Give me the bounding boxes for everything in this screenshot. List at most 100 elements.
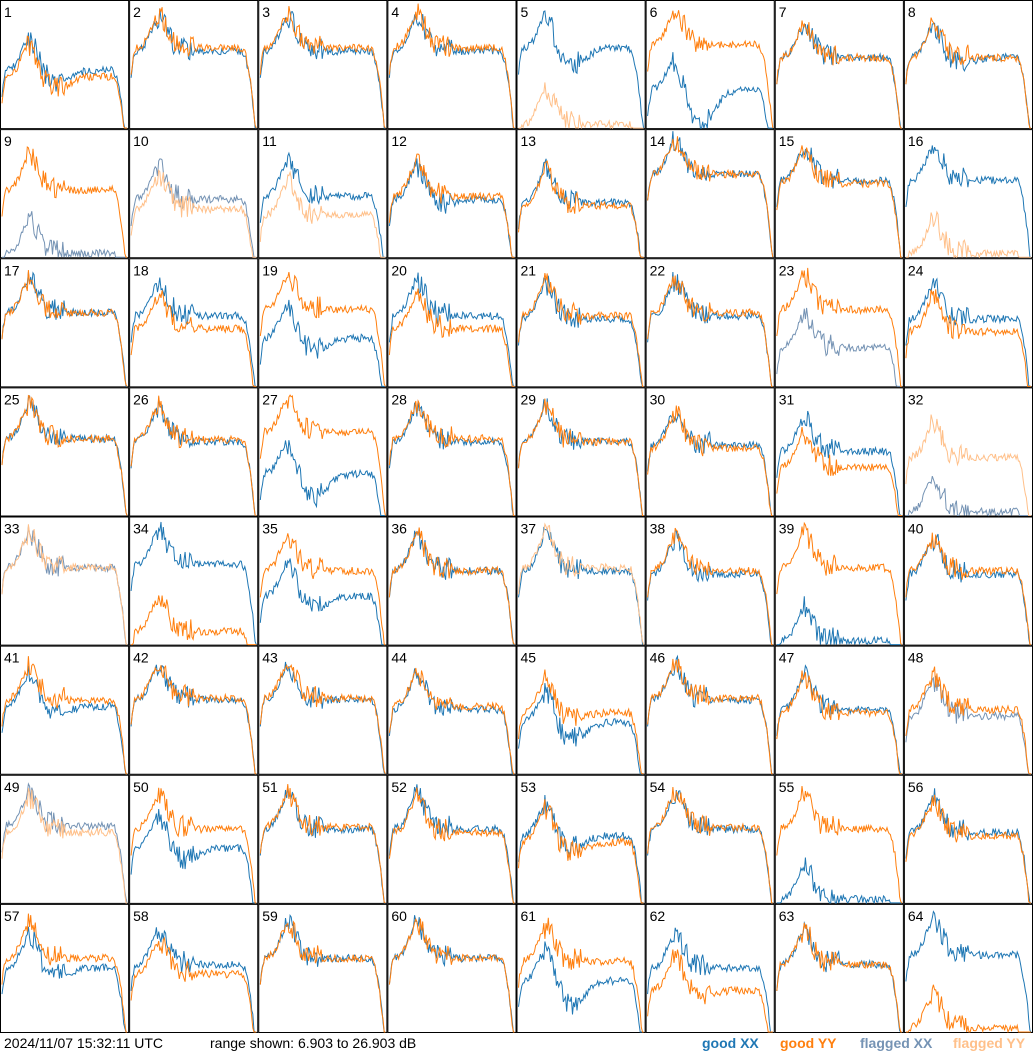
panel-frame	[387, 0, 517, 130]
series-yy-46	[647, 658, 773, 775]
panel-43: 43	[258, 645, 388, 775]
panel-frame	[258, 903, 388, 1033]
panel-label: 57	[4, 908, 20, 924]
series-yy-1	[1, 35, 128, 129]
series-yy-35	[259, 533, 386, 646]
panel-49: 49	[0, 774, 130, 904]
series-yy-23	[776, 267, 902, 387]
series-yy-51	[259, 784, 386, 904]
series-yy-60	[388, 917, 515, 1033]
footer: 2024/11/07 15:32:11 UTC range shown: 6.9…	[0, 1033, 1033, 1053]
panel-label: 24	[908, 262, 924, 278]
panel-frame	[129, 516, 259, 646]
panel-frame	[516, 129, 646, 259]
panel-label: 14	[650, 133, 666, 149]
panel-frame	[0, 129, 130, 259]
panel-label: 42	[133, 650, 149, 666]
series-yy-4	[388, 3, 515, 129]
series-yy-13	[518, 160, 644, 258]
panel-frame	[645, 258, 775, 388]
panel-frame	[258, 258, 388, 388]
panel-frame	[129, 645, 259, 775]
panel-40: 40	[903, 516, 1033, 646]
panel-label: 41	[4, 650, 20, 666]
panel-frame	[774, 903, 904, 1033]
series-xx-58	[130, 927, 257, 1033]
series-xx-5	[518, 10, 645, 129]
panel-19: 19	[258, 258, 388, 388]
series-yy-9	[1, 146, 128, 258]
panel-51: 51	[258, 774, 388, 904]
panel-frame	[645, 774, 775, 904]
panel-10: 10	[129, 129, 259, 259]
panel-frame	[129, 387, 259, 517]
panel-label: 23	[779, 262, 795, 278]
panel-label: 53	[521, 779, 537, 795]
series-xx-48	[905, 675, 1031, 775]
panel-29: 29	[516, 387, 646, 517]
series-xx-9	[2, 211, 128, 258]
panel-55: 55	[774, 774, 904, 905]
panel-9: 9	[0, 129, 130, 259]
panel-frame	[0, 645, 130, 775]
panel-61: 61	[516, 903, 646, 1033]
panel-frame	[258, 0, 388, 130]
panel-36: 36	[387, 516, 517, 646]
series-xx-31	[776, 410, 902, 516]
series-yy-39	[776, 521, 903, 645]
panel-50: 50	[129, 774, 259, 904]
panel-39: 39	[774, 516, 904, 646]
panel-53: 53	[516, 774, 646, 904]
series-yy-45	[518, 669, 644, 775]
panel-60: 60	[387, 903, 517, 1033]
panel-label: 36	[391, 521, 407, 537]
panel-label: 13	[521, 133, 537, 149]
series-xx-22	[647, 271, 773, 387]
series-xx-55	[776, 857, 902, 905]
panel-frame	[516, 903, 646, 1033]
panel-35: 35	[258, 516, 388, 646]
series-yy-6	[647, 10, 774, 129]
panel-21: 21	[516, 258, 646, 388]
panel-frame	[387, 129, 517, 259]
panel-label: 35	[262, 521, 278, 537]
series-yy-63	[776, 922, 902, 1033]
series-yy-49	[1, 787, 128, 904]
panel-label: 46	[650, 650, 666, 666]
panel-label: 54	[650, 779, 666, 795]
panel-label: 33	[4, 521, 20, 537]
series-xx-62	[647, 927, 773, 1033]
series-yy-11	[259, 170, 386, 258]
panel-label: 7	[779, 4, 787, 20]
panel-label: 22	[650, 262, 666, 278]
series-xx-52	[388, 784, 515, 904]
panel-label: 62	[650, 908, 666, 924]
series-xx-43	[259, 661, 386, 775]
panel-17: 17	[0, 258, 130, 388]
panel-62: 62	[645, 903, 775, 1033]
series-xx-6	[647, 52, 773, 129]
panel-frame	[0, 387, 130, 517]
series-xx-35	[259, 558, 386, 646]
panel-31: 31	[774, 387, 904, 517]
series-xx-53	[518, 794, 644, 904]
series-yy-44	[388, 667, 515, 775]
legend-good-xx: good XX	[702, 1035, 759, 1051]
series-yy-18	[130, 290, 257, 387]
panel-57: 57	[0, 903, 130, 1033]
panel-23: 23	[774, 258, 904, 388]
series-yy-10	[130, 169, 257, 258]
panel-frame	[903, 903, 1033, 1033]
series-xx-13	[518, 158, 644, 258]
panel-label: 31	[779, 391, 795, 407]
series-xx-12	[388, 158, 515, 258]
panel-label: 64	[908, 908, 924, 924]
panel-frame	[387, 387, 517, 517]
panel-label: 2	[133, 4, 141, 20]
panel-frame	[645, 387, 775, 517]
panel-41: 41	[0, 645, 130, 775]
series-xx-42	[130, 664, 257, 775]
panel-frame	[516, 516, 646, 646]
panel-20: 20	[387, 258, 517, 388]
panel-label: 17	[4, 262, 20, 278]
